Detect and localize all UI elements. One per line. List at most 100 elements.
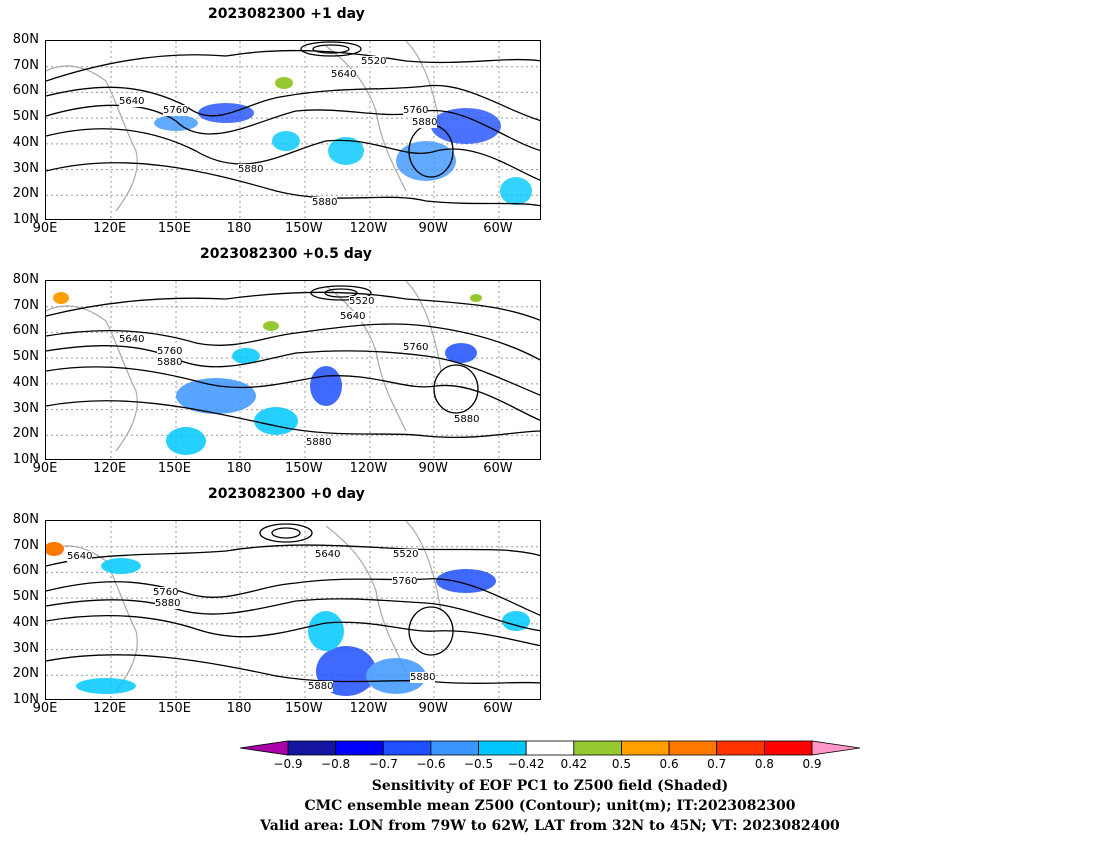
longitude-tick-label: 150E xyxy=(157,221,191,236)
contour-label: 5880 xyxy=(410,672,436,683)
map-panel: 5520 5640 5640 5760 5880 5760 5880 5880 xyxy=(45,280,541,460)
contour-label: 5880 xyxy=(157,357,183,368)
latitude-tick-label: 80N xyxy=(12,32,39,47)
contour-label: 5760 xyxy=(157,346,183,357)
longitude-tick-label: 180 xyxy=(226,461,252,476)
latitude-tick-label: 70N xyxy=(12,537,39,553)
latitude-tick-label: 60N xyxy=(12,563,39,579)
longitude-tick-label: 180 xyxy=(226,221,252,236)
latitude-tick-label: 70N xyxy=(12,57,39,73)
colorbar-tick-label: −0.6 xyxy=(416,757,446,771)
colorbar-cell xyxy=(287,740,337,756)
colorbar-tick-label: 0.5 xyxy=(611,757,631,771)
map-canvas xyxy=(46,281,540,459)
contour-label: 5760 xyxy=(153,587,179,598)
colorbar-cell xyxy=(621,740,670,756)
contour-label: 5640 xyxy=(67,551,93,562)
contour-label: 5880 xyxy=(312,197,338,208)
shading-positive xyxy=(275,77,293,89)
panel-title: 2023082300 +0 day xyxy=(208,486,365,502)
z500-contours xyxy=(46,285,540,439)
caption-line: Valid area: LON from 79W to 62W, LAT fro… xyxy=(260,818,840,834)
longitude-tick-label: 150E xyxy=(157,461,191,476)
colorbar-cell xyxy=(573,740,622,756)
longitude-tick-label: 120W xyxy=(349,461,388,476)
colorbar-cell xyxy=(525,740,575,756)
colorbar-cell xyxy=(430,740,479,756)
shading-negative xyxy=(76,558,530,696)
latitude-tick-label: 70N xyxy=(12,297,39,313)
longitude-tick-label: 90W xyxy=(418,461,448,476)
contour-label: 5640 xyxy=(119,334,145,345)
colorbar-cell xyxy=(335,740,384,756)
contour-label: 5640 xyxy=(340,311,366,322)
contour-label: 5640 xyxy=(119,96,145,107)
contour-label: 5880 xyxy=(454,414,480,425)
latitude-tick-label: 80N xyxy=(12,272,39,287)
latitude-tick-label: 60N xyxy=(12,323,39,339)
colorbar-cell xyxy=(240,740,289,756)
latitude-tick-label: 20N xyxy=(12,666,39,682)
longitude-tick-label: 120E xyxy=(93,701,127,716)
contour-label: 5880 xyxy=(238,164,264,175)
colorbar-cell xyxy=(811,740,860,756)
longitude-tick-label: 120W xyxy=(349,221,388,236)
colorbar-tick-label: −0.8 xyxy=(321,757,351,771)
panel-title: 2023082300 +1 day xyxy=(208,6,365,22)
longitude-tick-label: 150W xyxy=(284,701,323,716)
longitude-tick-label: 90E xyxy=(32,221,58,236)
latitude-tick-label: 50N xyxy=(12,109,39,125)
colorbar xyxy=(240,740,860,756)
latitude-tick-label: 80N xyxy=(12,512,39,527)
longitude-tick-label: 150W xyxy=(284,461,323,476)
colorbar-cell xyxy=(478,740,527,756)
map-panel: 5520 5640 5640 5760 5760 5880 5880 5880 xyxy=(45,40,541,220)
contour-label: 5880 xyxy=(308,681,334,692)
latitude-tick-label: 10N xyxy=(12,691,39,707)
panel-title: 2023082300 +0.5 day xyxy=(200,246,372,262)
contour-label: 5880 xyxy=(306,437,332,448)
longitude-tick-label: 90W xyxy=(418,221,448,236)
latitude-tick-label: 20N xyxy=(12,186,39,202)
contour-label: 5520 xyxy=(361,56,387,67)
latitude-tick-label: 50N xyxy=(12,349,39,365)
longitude-tick-label: 60W xyxy=(483,701,513,716)
colorbar-tick-label: −0.9 xyxy=(273,757,303,771)
latitude-tick-label: 20N xyxy=(12,426,39,442)
caption-line: CMC ensemble mean Z500 (Contour); unit(m… xyxy=(304,798,796,814)
colorbar-tick-label: 0.7 xyxy=(707,757,727,771)
longitude-tick-label: 90E xyxy=(32,461,58,476)
colorbar-tick-label: 0.9 xyxy=(802,757,822,771)
longitude-tick-label: 150W xyxy=(284,221,323,236)
map-canvas xyxy=(46,41,540,219)
colorbar-cell xyxy=(716,740,765,756)
longitude-tick-label: 120W xyxy=(349,701,388,716)
longitude-tick-label: 120E xyxy=(93,461,127,476)
latitude-tick-label: 10N xyxy=(12,211,39,227)
colorbar-tick-label: −0.5 xyxy=(463,757,494,771)
longitude-tick-label: 60W xyxy=(483,221,513,236)
latitude-tick-label: 40N xyxy=(12,374,39,390)
longitude-tick-label: 180 xyxy=(226,701,252,716)
colorbar-tick-label: 0.8 xyxy=(754,757,774,771)
longitude-tick-label: 90W xyxy=(418,701,448,716)
shading-positive xyxy=(53,292,482,331)
contour-label: 5880 xyxy=(155,598,181,609)
latitude-tick-label: 30N xyxy=(12,160,39,176)
contour-label: 5640 xyxy=(331,69,357,80)
colorbar-cell xyxy=(763,740,813,756)
colorbar-cell xyxy=(668,740,718,756)
shading-positive xyxy=(46,542,64,556)
contour-label: 5760 xyxy=(392,576,418,587)
colorbar-tick-label: −0.42 xyxy=(507,757,545,771)
contour-label: 5520 xyxy=(393,549,419,560)
colorbar-tick-label: 0.42 xyxy=(560,757,588,771)
latitude-tick-label: 40N xyxy=(12,614,39,630)
latitude-tick-label: 30N xyxy=(12,400,39,416)
map-canvas xyxy=(46,521,540,699)
longitude-tick-label: 90E xyxy=(32,701,58,716)
latitude-tick-label: 30N xyxy=(12,640,39,656)
caption-line: Sensitivity of EOF PC1 to Z500 field (Sh… xyxy=(371,778,729,794)
longitude-tick-label: 120E xyxy=(93,221,127,236)
gridlines xyxy=(46,281,540,459)
